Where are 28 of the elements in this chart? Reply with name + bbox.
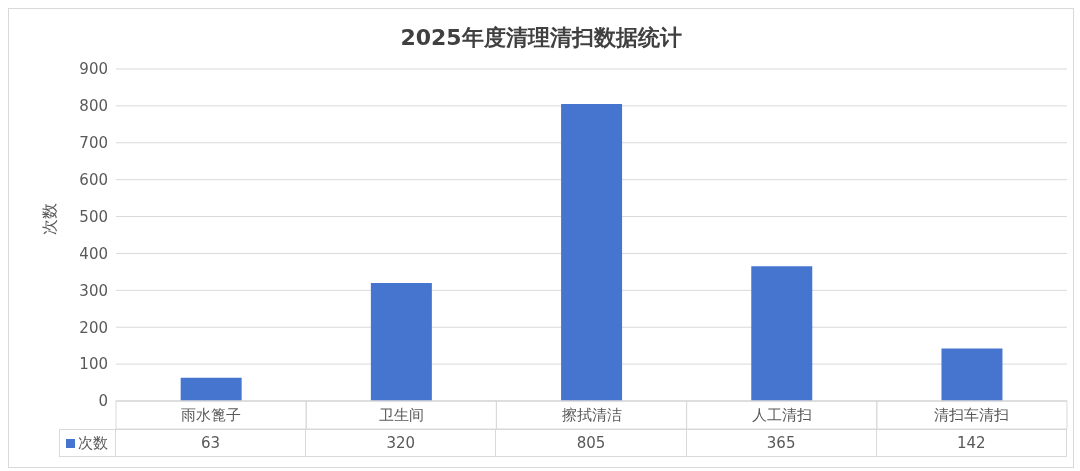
y-tick-label: 800	[79, 97, 108, 116]
y-tick-label: 0	[98, 392, 108, 411]
y-tick-label: 500	[79, 207, 108, 226]
bar	[180, 377, 242, 401]
bar	[941, 348, 1003, 401]
y-tick-label: 600	[79, 170, 108, 189]
y-tick-label: 100	[79, 355, 108, 374]
y-tick-label: 200	[79, 318, 108, 337]
y-tick-label: 700	[79, 134, 108, 153]
x-tick-label: 人工清扫	[751, 406, 812, 424]
data-label: 142	[876, 429, 1067, 457]
data-label: 320	[306, 429, 497, 457]
legend-label: 次数	[78, 433, 108, 453]
bar	[370, 282, 432, 401]
y-tick-label: 900	[79, 60, 108, 79]
x-tick-label: 清扫车清扫	[934, 406, 1010, 424]
x-tick-label: 雨水篦子	[181, 406, 242, 424]
y-tick-label: 400	[79, 244, 108, 263]
x-tick-label: 擦拭清洁	[561, 406, 622, 424]
y-tick-label: 300	[79, 281, 108, 300]
data-label: 365	[686, 429, 877, 457]
x-tick-label: 卫生间	[378, 406, 424, 424]
chart-title: 2025年度清理清扫数据统计	[399, 24, 683, 52]
bar	[561, 104, 623, 401]
data-label: 63	[116, 429, 307, 457]
bar	[751, 266, 813, 401]
data-label: 805	[496, 429, 687, 457]
y-axis-title: 次数	[39, 203, 59, 235]
